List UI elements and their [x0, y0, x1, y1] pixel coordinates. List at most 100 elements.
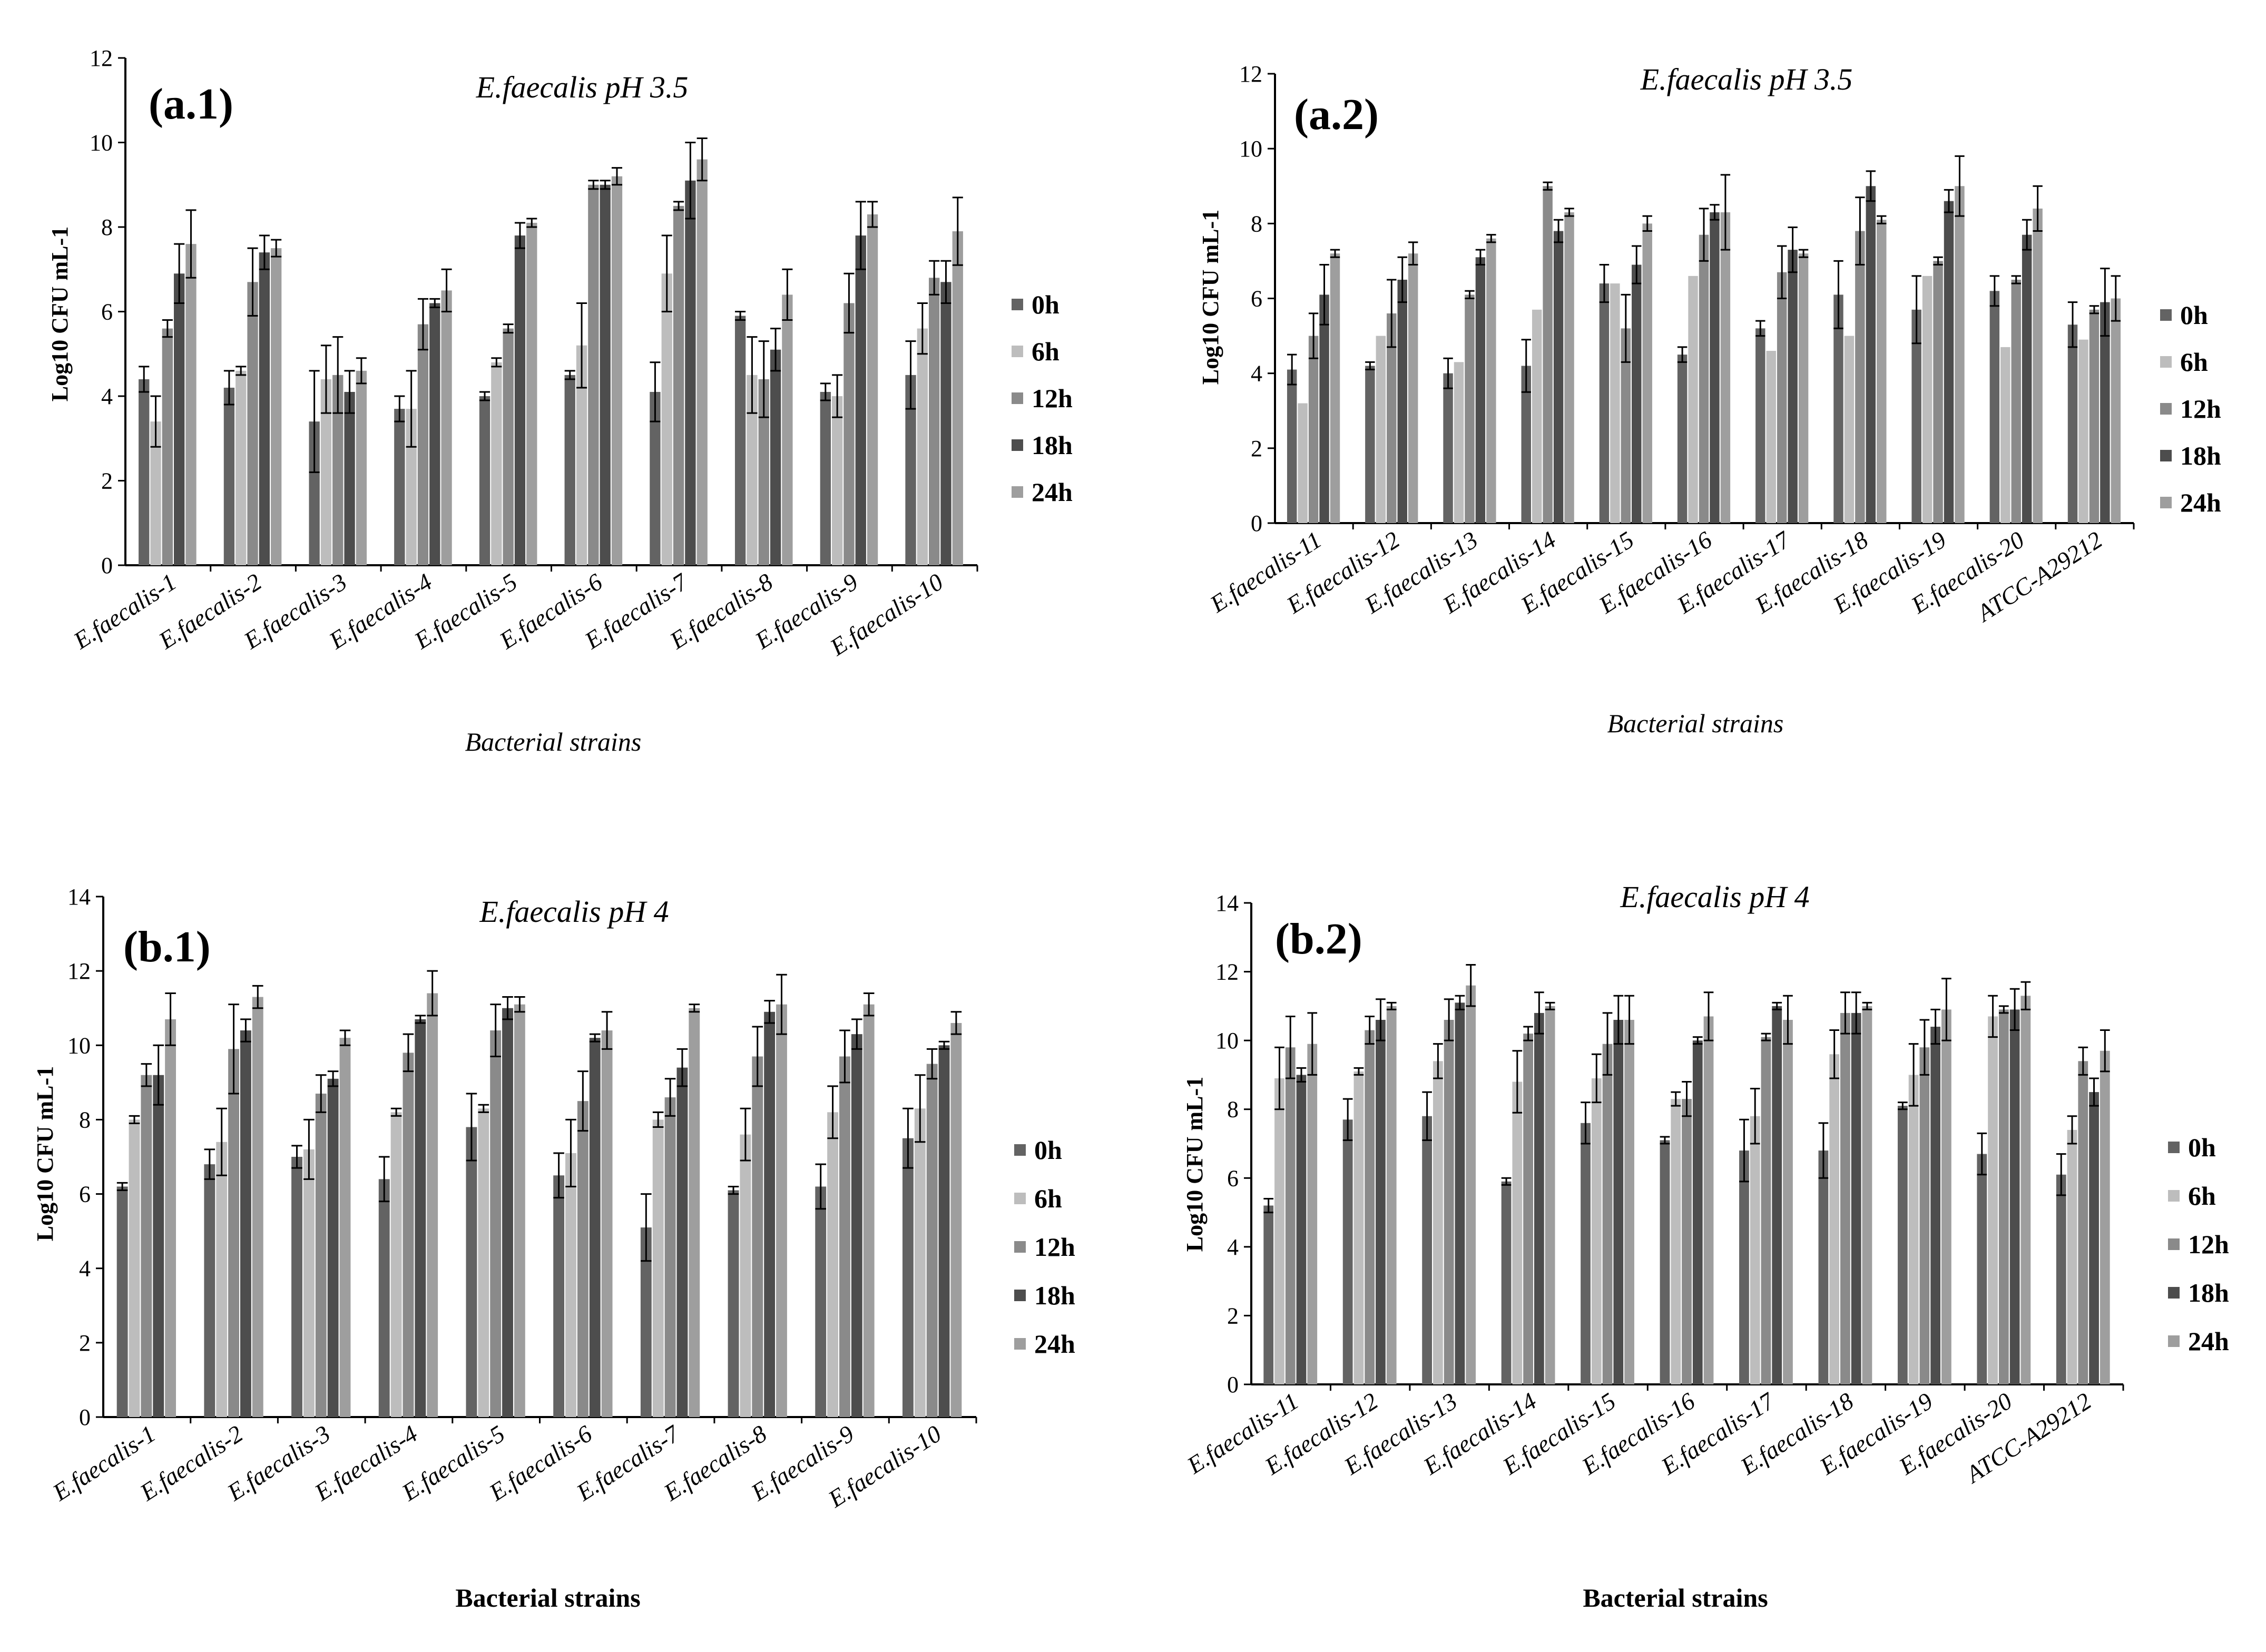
chart-title: E.faecalis pH 3.5: [476, 70, 689, 104]
bar-24h-E.faecalis-2: [252, 997, 263, 1417]
bar-18h-E.faecalis-9: [855, 235, 866, 565]
bar-12h-E.faecalis-17: [1761, 1037, 1771, 1384]
bar-18h-E.faecalis-13: [1475, 257, 1486, 523]
bar-0h-E.faecalis-10: [905, 375, 916, 565]
legend: 0h 6h 12h 18h 24h: [2168, 1133, 2229, 1356]
bar-12h-E.faecalis-3: [332, 375, 344, 565]
bar-6h-E.faecalis-5: [491, 362, 502, 565]
bar-12h-E.faecalis-1: [141, 1075, 152, 1417]
bar-0h-E.faecalis-1: [116, 1186, 128, 1417]
bar-24h-E.faecalis-19: [1941, 1009, 1951, 1384]
legend-swatch-0h: [2168, 1142, 2180, 1153]
y-tick-label: 2: [1227, 1303, 1239, 1329]
bar-12h-E.faecalis-17: [1777, 272, 1787, 523]
bar-18h-E.faecalis-8: [770, 349, 781, 565]
bar-6h-E.faecalis-10: [917, 328, 928, 565]
legend-label: 0h: [2180, 300, 2208, 330]
y-tick-label: 4: [1251, 361, 1262, 387]
bar-6h-E.faecalis-1: [150, 421, 161, 565]
bar-24h-E.faecalis-8: [776, 1004, 787, 1417]
bar-6h-E.faecalis-1: [129, 1119, 140, 1417]
bar-0h-E.faecalis-7: [650, 391, 661, 565]
bar-18h-E.faecalis-1: [174, 273, 185, 565]
bar-12h-E.faecalis-18: [1855, 231, 1865, 523]
legend-swatch-18h: [1014, 1290, 1026, 1301]
x-axis-label: Bacterial strains: [455, 1583, 640, 1612]
y-tick-label: 10: [1215, 1028, 1239, 1054]
y-tick-label: 2: [1251, 436, 1262, 461]
y-tick-labels: 0 2 4 6 8 10 12: [1239, 61, 1275, 536]
bar-24h-E.faecalis-9: [867, 214, 878, 565]
bar-6h-E.faecalis-4: [390, 1112, 402, 1417]
y-tick-label: 12: [90, 45, 113, 71]
bar-24h-E.faecalis-16: [1720, 212, 1731, 524]
legend-label: 18h: [2180, 441, 2221, 470]
y-tick-label: 0: [1251, 510, 1262, 536]
bar-24h-E.faecalis-6: [601, 1030, 613, 1417]
bar-18h-E.faecalis-15: [1613, 1019, 1624, 1384]
bar-6h-E.faecalis-2: [216, 1142, 228, 1417]
x-category-labels: E.faecalis-11E.faecalis-12E.faecalis-13E…: [1205, 523, 2135, 627]
legend-label: 6h: [2188, 1181, 2216, 1211]
bar-24h-E.faecalis-4: [441, 290, 452, 565]
bar-0h-E.faecalis-8: [734, 316, 746, 565]
bar-0h-E.faecalis-7: [640, 1227, 652, 1417]
bar-0h-E.faecalis-14: [1501, 1181, 1512, 1384]
bar-0h-E.faecalis-9: [820, 391, 831, 565]
bar-24h-E.faecalis-2: [271, 248, 282, 565]
legend-label: 24h: [1034, 1329, 1075, 1359]
bar-6h-E.faecalis-5: [478, 1108, 489, 1417]
bar-24h-E.faecalis-20: [2020, 996, 2031, 1384]
legend-swatch-24h: [2160, 497, 2172, 508]
bar-12h-E.faecalis-8: [752, 1056, 763, 1417]
bar-18h-E.faecalis-5: [514, 235, 526, 565]
legend-swatch-6h: [2160, 356, 2172, 368]
bar-18h-E.faecalis-9: [851, 1034, 862, 1417]
y-tick-label: 12: [1215, 959, 1239, 985]
bar-18h-E.faecalis-2: [240, 1030, 251, 1417]
bar-0h-ATCC-A29212: [2056, 1174, 2066, 1384]
panel-label: (a.1): [149, 80, 233, 129]
bar-18h-E.faecalis-3: [327, 1078, 339, 1417]
y-tick-label: 10: [1239, 136, 1262, 162]
bar-24h-E.faecalis-8: [782, 294, 793, 565]
bar-18h-E.faecalis-4: [429, 303, 440, 565]
bar-12h-E.faecalis-11: [1285, 1047, 1296, 1384]
bar-0h-E.faecalis-8: [728, 1190, 739, 1417]
legend-label: 18h: [1034, 1281, 1075, 1310]
bar-6h-E.faecalis-2: [236, 370, 247, 565]
bar-24h-E.faecalis-18: [1862, 1006, 1872, 1384]
bar-12h-E.faecalis-10: [926, 1064, 938, 1417]
bar-24h-E.faecalis-10: [950, 1022, 962, 1417]
bar-12h-E.faecalis-12: [1387, 313, 1397, 523]
legend-swatch-12h: [1014, 1241, 1026, 1253]
bar-0h-E.faecalis-16: [1677, 355, 1688, 523]
y-tick-label: 10: [67, 1032, 91, 1058]
bar-18h-E.faecalis-20: [2009, 1009, 2020, 1384]
x-category-labels: E.faecalis-1E.faecalis-2E.faecalis-3E.fa…: [68, 565, 978, 661]
bar-24h-E.faecalis-12: [1408, 253, 1418, 523]
bar-18h-ATCC-A29212: [2100, 302, 2110, 523]
bar-0h-E.faecalis-1: [139, 379, 150, 565]
bar-24h-E.faecalis-12: [1386, 1006, 1397, 1384]
bar-0h-E.faecalis-13: [1443, 373, 1453, 523]
bar-0h-E.faecalis-20: [1977, 1154, 1987, 1384]
bar-24h-E.faecalis-4: [427, 993, 438, 1417]
y-tick-label: 12: [67, 958, 91, 984]
bar-0h-E.faecalis-2: [223, 387, 235, 565]
bar-6h-E.faecalis-10: [914, 1108, 926, 1417]
bar-24h-E.faecalis-16: [1703, 1016, 1714, 1384]
bar-18h-E.faecalis-18: [1851, 1012, 1861, 1384]
bar-6h-E.faecalis-3: [303, 1149, 315, 1417]
legend-label: 6h: [1034, 1184, 1062, 1213]
legend-label: 0h: [1032, 290, 1060, 319]
legend-swatch-24h: [1014, 1338, 1026, 1350]
legend-label: 18h: [1032, 430, 1073, 460]
bar-12h-E.faecalis-2: [228, 1049, 239, 1417]
bar-12h-E.faecalis-14: [1543, 186, 1553, 523]
bar-12h-E.faecalis-15: [1602, 1044, 1613, 1384]
y-tick-label: 6: [1251, 286, 1262, 312]
y-tick-label: 0: [101, 553, 113, 578]
legend-label: 12h: [2180, 394, 2221, 424]
bar-0h-E.faecalis-18: [1833, 294, 1843, 523]
